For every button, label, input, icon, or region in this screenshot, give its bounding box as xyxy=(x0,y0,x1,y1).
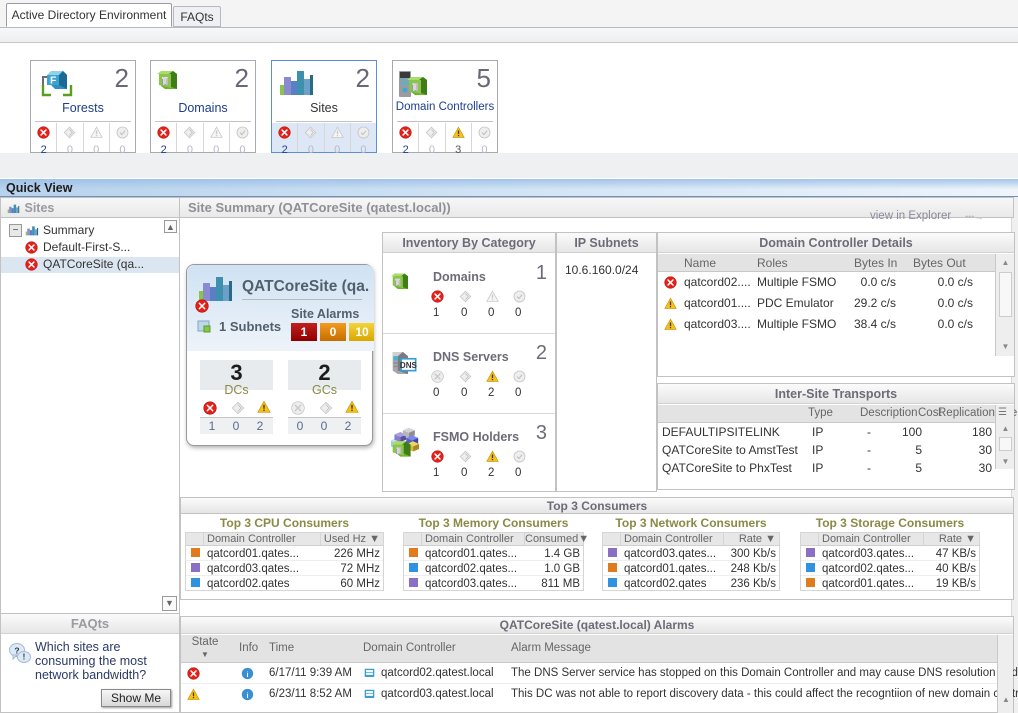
svg-text:i: i xyxy=(246,670,248,679)
svg-text:i: i xyxy=(246,691,248,700)
svg-text:!: ! xyxy=(23,653,26,662)
